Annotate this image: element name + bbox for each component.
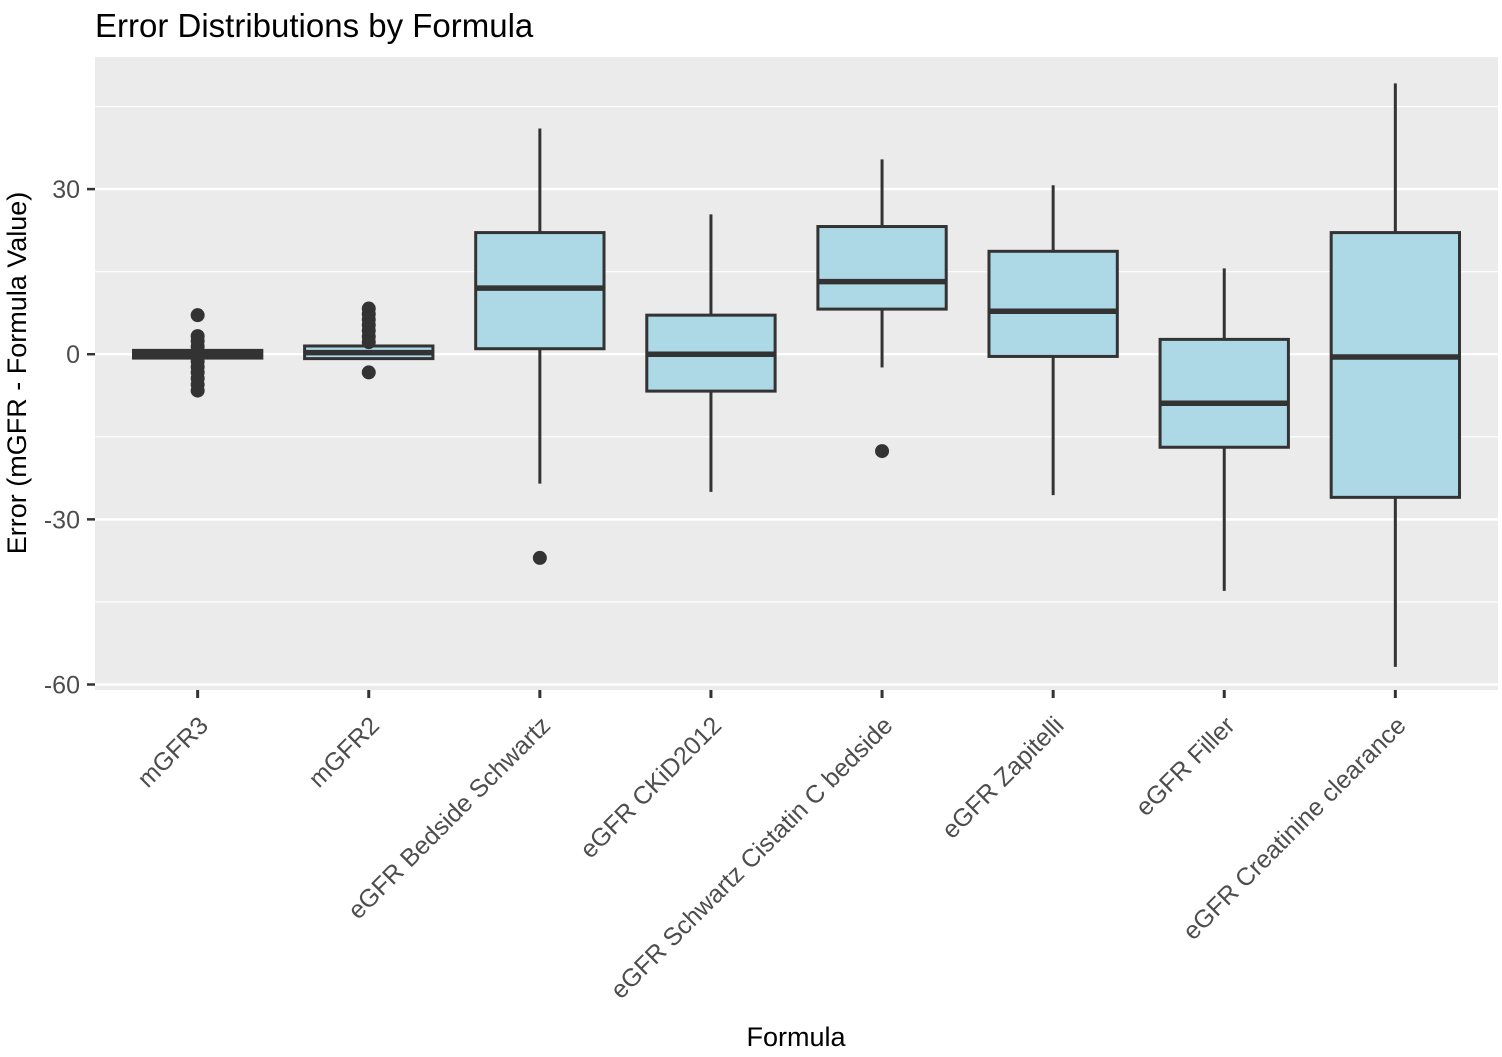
- x-tick-label: mGFR2: [303, 711, 385, 793]
- outlier-dot: [361, 335, 376, 350]
- outlier-dot: [532, 550, 547, 565]
- y-tick-label: -60: [44, 671, 80, 699]
- x-tick-label: eGFR Schwartz Cistatin C bedside: [605, 711, 898, 1004]
- x-tick-label: eGFR CKiD2012: [575, 711, 727, 863]
- y-tick-label: -30: [44, 506, 80, 534]
- y-tick-label: 0: [66, 341, 80, 369]
- outlier-dot: [190, 308, 205, 323]
- x-tick-label: mGFR3: [132, 711, 214, 793]
- box: [816, 225, 948, 311]
- outlier-dot: [361, 365, 376, 380]
- x-tick-label: eGFR Zapitelli: [937, 711, 1070, 844]
- chart-title: Error Distributions by Formula: [95, 7, 534, 44]
- x-axis-title: Formula: [746, 1022, 846, 1052]
- box: [1329, 231, 1462, 499]
- box: [1158, 337, 1290, 449]
- box: [987, 249, 1119, 358]
- outlier-dot: [875, 444, 890, 459]
- x-tick-label: eGFR Bedside Schwartz: [343, 711, 556, 924]
- outlier-dot: [190, 383, 205, 398]
- outlier-dot: [190, 339, 205, 354]
- x-tick-label: eGFR Filler: [1130, 711, 1240, 821]
- y-axis-title: Error (mGFR - Formula Value): [2, 192, 32, 555]
- y-tick-label: 30: [52, 176, 80, 204]
